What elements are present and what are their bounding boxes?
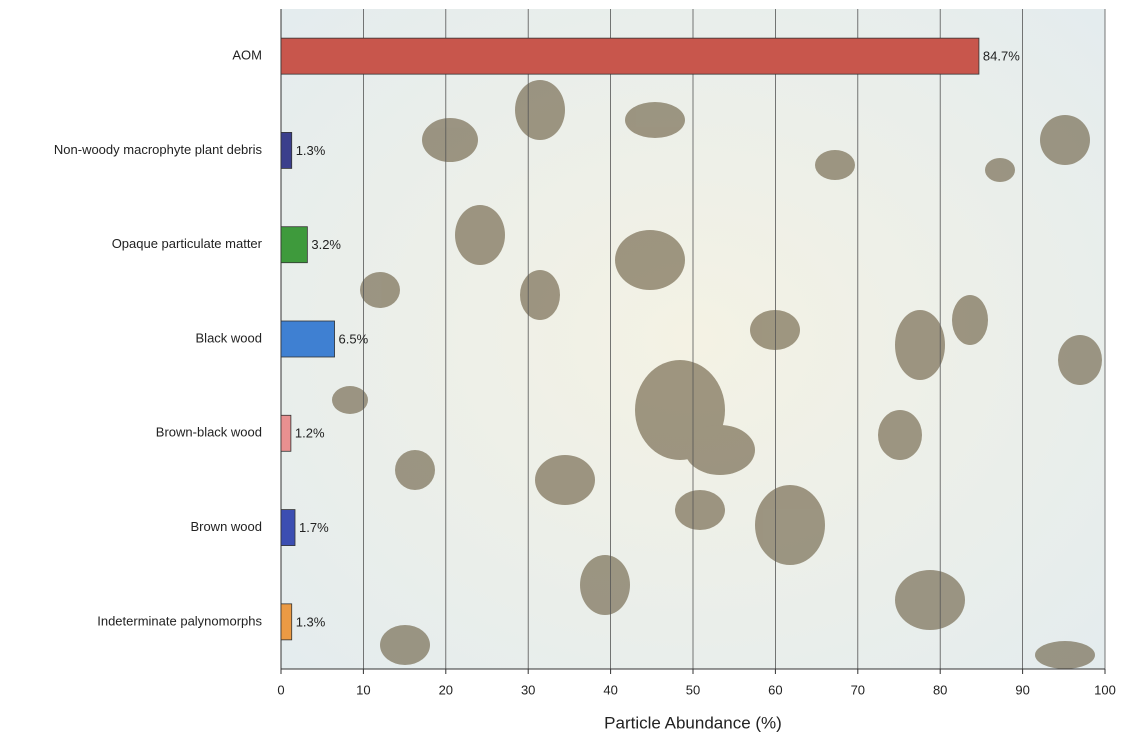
value-label: 6.5%	[339, 331, 369, 346]
y-tick-label: Indeterminate palynomorphs	[97, 613, 262, 628]
y-tick-label: Black wood	[196, 330, 262, 345]
x-tick-label: 40	[603, 682, 617, 697]
x-tick-label: 30	[521, 682, 535, 697]
x-tick-label: 80	[933, 682, 947, 697]
value-label: 1.2%	[295, 426, 325, 441]
value-label: 1.3%	[296, 143, 326, 158]
bar	[281, 321, 335, 357]
y-tick-label: AOM	[232, 48, 262, 63]
y-tick-label: Non-woody macrophyte plant debris	[54, 142, 263, 157]
x-tick-label: 20	[439, 682, 453, 697]
y-tick-label: Brown wood	[190, 519, 262, 534]
y-tick-label: Opaque particulate matter	[112, 236, 263, 251]
bar	[281, 227, 307, 263]
bar	[281, 132, 292, 168]
x-tick-label: 90	[1015, 682, 1029, 697]
x-tick-label: 50	[686, 682, 700, 697]
bar	[281, 415, 291, 451]
value-label: 84.7%	[983, 49, 1020, 64]
bar	[281, 510, 295, 546]
x-axis-title: Particle Abundance (%)	[604, 713, 782, 732]
bar	[281, 604, 292, 640]
chart: Particle Abundance (%) 0 10 20 30 40 50 60 70 80…	[0, 0, 1124, 743]
value-label: 1.7%	[299, 520, 329, 535]
x-tick-label: 100	[1094, 682, 1116, 697]
y-tick-label: Brown-black wood	[156, 425, 262, 440]
x-tick-label: 60	[768, 682, 782, 697]
value-label: 1.3%	[296, 614, 326, 629]
x-tick-label: 10	[356, 682, 370, 697]
x-tick-label: 70	[851, 682, 865, 697]
x-tick-label: 0	[277, 682, 284, 697]
value-label: 3.2%	[311, 237, 341, 252]
bar	[281, 38, 979, 74]
